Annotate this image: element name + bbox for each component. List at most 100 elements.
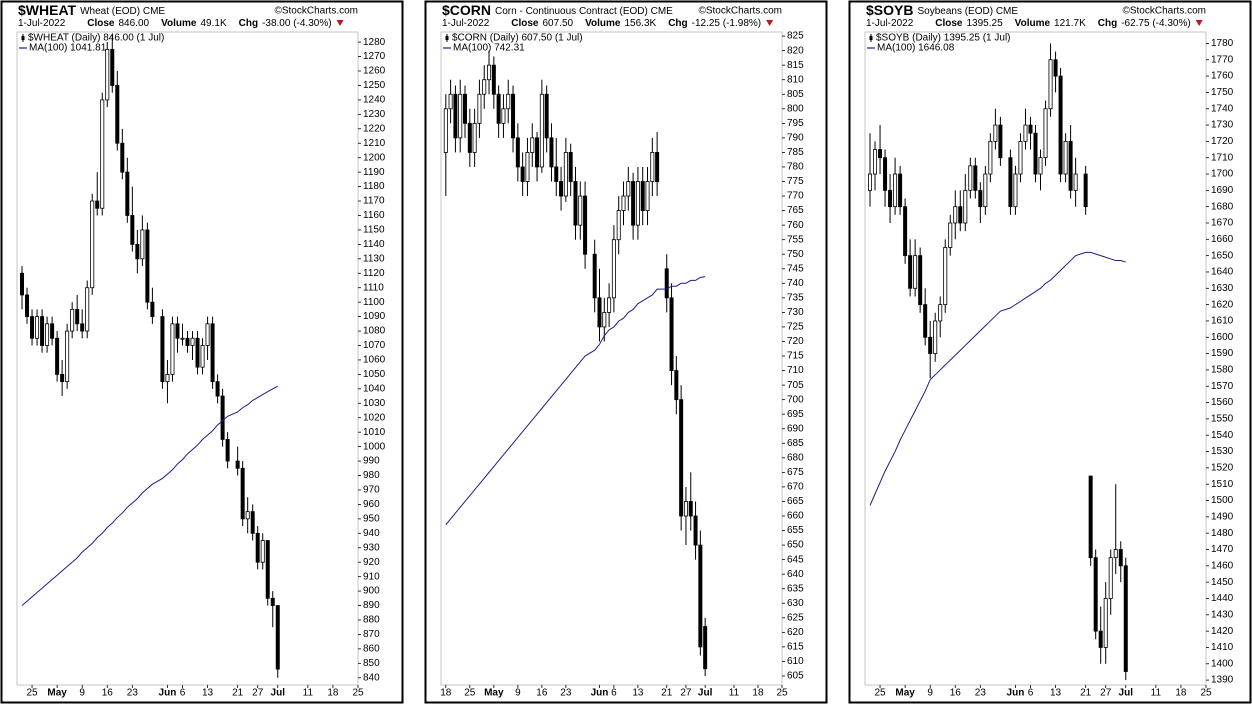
- y-tick-label: 1570: [1211, 381, 1234, 392]
- y-tick-label: 1470: [1211, 544, 1234, 555]
- candle-body: [573, 181, 578, 226]
- candle-body: [1048, 59, 1053, 110]
- y-tick-label: 790: [787, 133, 804, 144]
- x-tick-label: 16: [102, 688, 114, 699]
- candle-body: [70, 308, 75, 332]
- y-tick-label: 710: [787, 365, 804, 376]
- y-tick-label: 1560: [1211, 397, 1234, 408]
- candle-body: [578, 195, 583, 226]
- candle-body: [110, 48, 115, 86]
- y-tick-label: 1000: [363, 441, 386, 452]
- y-tick-label: 795: [787, 118, 804, 129]
- x-tick-label: 18: [440, 688, 452, 699]
- x-tick-label: 13: [202, 688, 214, 699]
- x-tick-label: Jul: [698, 688, 713, 699]
- chart-panel: $CORN Corn - Continuous Contract (EOD) CM…: [424, 0, 828, 704]
- candle-body: [165, 373, 170, 383]
- candle-body: [240, 467, 245, 520]
- candle-body: [100, 99, 105, 209]
- candle-body: [948, 222, 953, 248]
- candle-body: [511, 93, 516, 139]
- y-tick-label: 815: [787, 60, 804, 71]
- y-tick-label: 1080: [363, 326, 386, 337]
- candle-body: [453, 93, 458, 139]
- candle-body: [1108, 557, 1113, 599]
- x-tick-label: 13: [632, 688, 644, 699]
- candle-body: [125, 171, 130, 216]
- candle-body: [1073, 173, 1078, 191]
- candle-body: [918, 255, 923, 306]
- x-tick-label: May: [484, 688, 504, 699]
- y-tick-label: 1270: [363, 51, 386, 62]
- candle-body: [1058, 75, 1063, 175]
- candle-body: [190, 337, 195, 346]
- y-tick-label: 1600: [1211, 332, 1234, 343]
- info-label: Close: [511, 18, 539, 29]
- y-tick-label: 680: [787, 452, 804, 463]
- candle-body: [883, 157, 888, 191]
- candle-body: [30, 316, 35, 339]
- candle-body: [200, 345, 205, 368]
- candle-body: [477, 93, 482, 124]
- y-tick-label: 1700: [1211, 169, 1234, 180]
- legend-label: MA(100) 1041.81: [29, 43, 107, 54]
- quote-date: 1-Jul-2022: [18, 18, 66, 29]
- candle-body: [943, 247, 948, 306]
- y-tick-label: 675: [787, 467, 804, 478]
- y-tick-label: 1420: [1211, 626, 1234, 637]
- y-tick-label: 1280: [363, 37, 386, 48]
- candle-body: [535, 137, 540, 168]
- candle-body: [150, 301, 155, 318]
- x-tick-label: 18: [752, 688, 764, 699]
- legend-label: MA(100) 742.31: [453, 43, 525, 54]
- x-tick-label: 21: [661, 688, 673, 699]
- y-tick-label: 705: [787, 380, 804, 391]
- x-tick-label: 6: [180, 688, 186, 699]
- candle-body: [640, 181, 645, 211]
- candle-body: [898, 173, 903, 208]
- chart-subtitle: Corn - Continuous Contract (EOD) CME: [495, 6, 673, 17]
- candle-body: [205, 323, 210, 346]
- quote-date: 1-Jul-2022: [866, 18, 914, 29]
- y-tick-label: 1670: [1211, 218, 1234, 229]
- y-tick-label: 755: [787, 234, 804, 245]
- y-tick-label: 1210: [363, 138, 386, 149]
- y-tick-label: 1130: [363, 253, 385, 264]
- x-tick-label: Jul: [1119, 688, 1134, 699]
- plot-frame: [440, 31, 783, 686]
- x-tick-label: 9: [515, 688, 521, 699]
- y-tick-label: 715: [787, 351, 804, 362]
- y-tick-label: 745: [787, 263, 804, 274]
- y-tick-label: 605: [787, 671, 804, 682]
- x-tick-label: 25: [352, 688, 364, 699]
- y-tick-label: 860: [363, 644, 380, 655]
- candle-body: [1008, 157, 1013, 208]
- candle-body: [583, 195, 588, 255]
- candle-body: [65, 330, 70, 383]
- info-value: -62.75 (-4.30%): [1121, 18, 1190, 29]
- candle-body: [135, 243, 140, 260]
- y-tick-label: 1620: [1211, 299, 1234, 310]
- y-tick-label: 1090: [363, 311, 386, 322]
- candle-body: [1043, 108, 1048, 159]
- info-label: Chg: [1098, 18, 1117, 29]
- candle-body: [130, 215, 135, 245]
- y-tick-label: 750: [787, 249, 804, 260]
- y-tick-label: 1410: [1211, 642, 1234, 653]
- candle-body: [60, 373, 65, 383]
- candle-body: [993, 124, 998, 142]
- y-tick-label: 840: [363, 672, 380, 683]
- candle-body: [908, 255, 913, 289]
- candle-body: [933, 320, 938, 355]
- candle-body: [170, 323, 175, 375]
- info-label: Volume: [585, 18, 621, 29]
- candle-body: [688, 501, 693, 517]
- candle-body: [220, 395, 225, 440]
- candle-body: [683, 501, 688, 517]
- plot-frame: [864, 31, 1207, 686]
- candle-body: [1028, 124, 1033, 134]
- candle-body: [913, 255, 918, 289]
- candle-body: [458, 93, 463, 139]
- candle-body: [265, 540, 270, 599]
- panel-border: [0, 0, 404, 704]
